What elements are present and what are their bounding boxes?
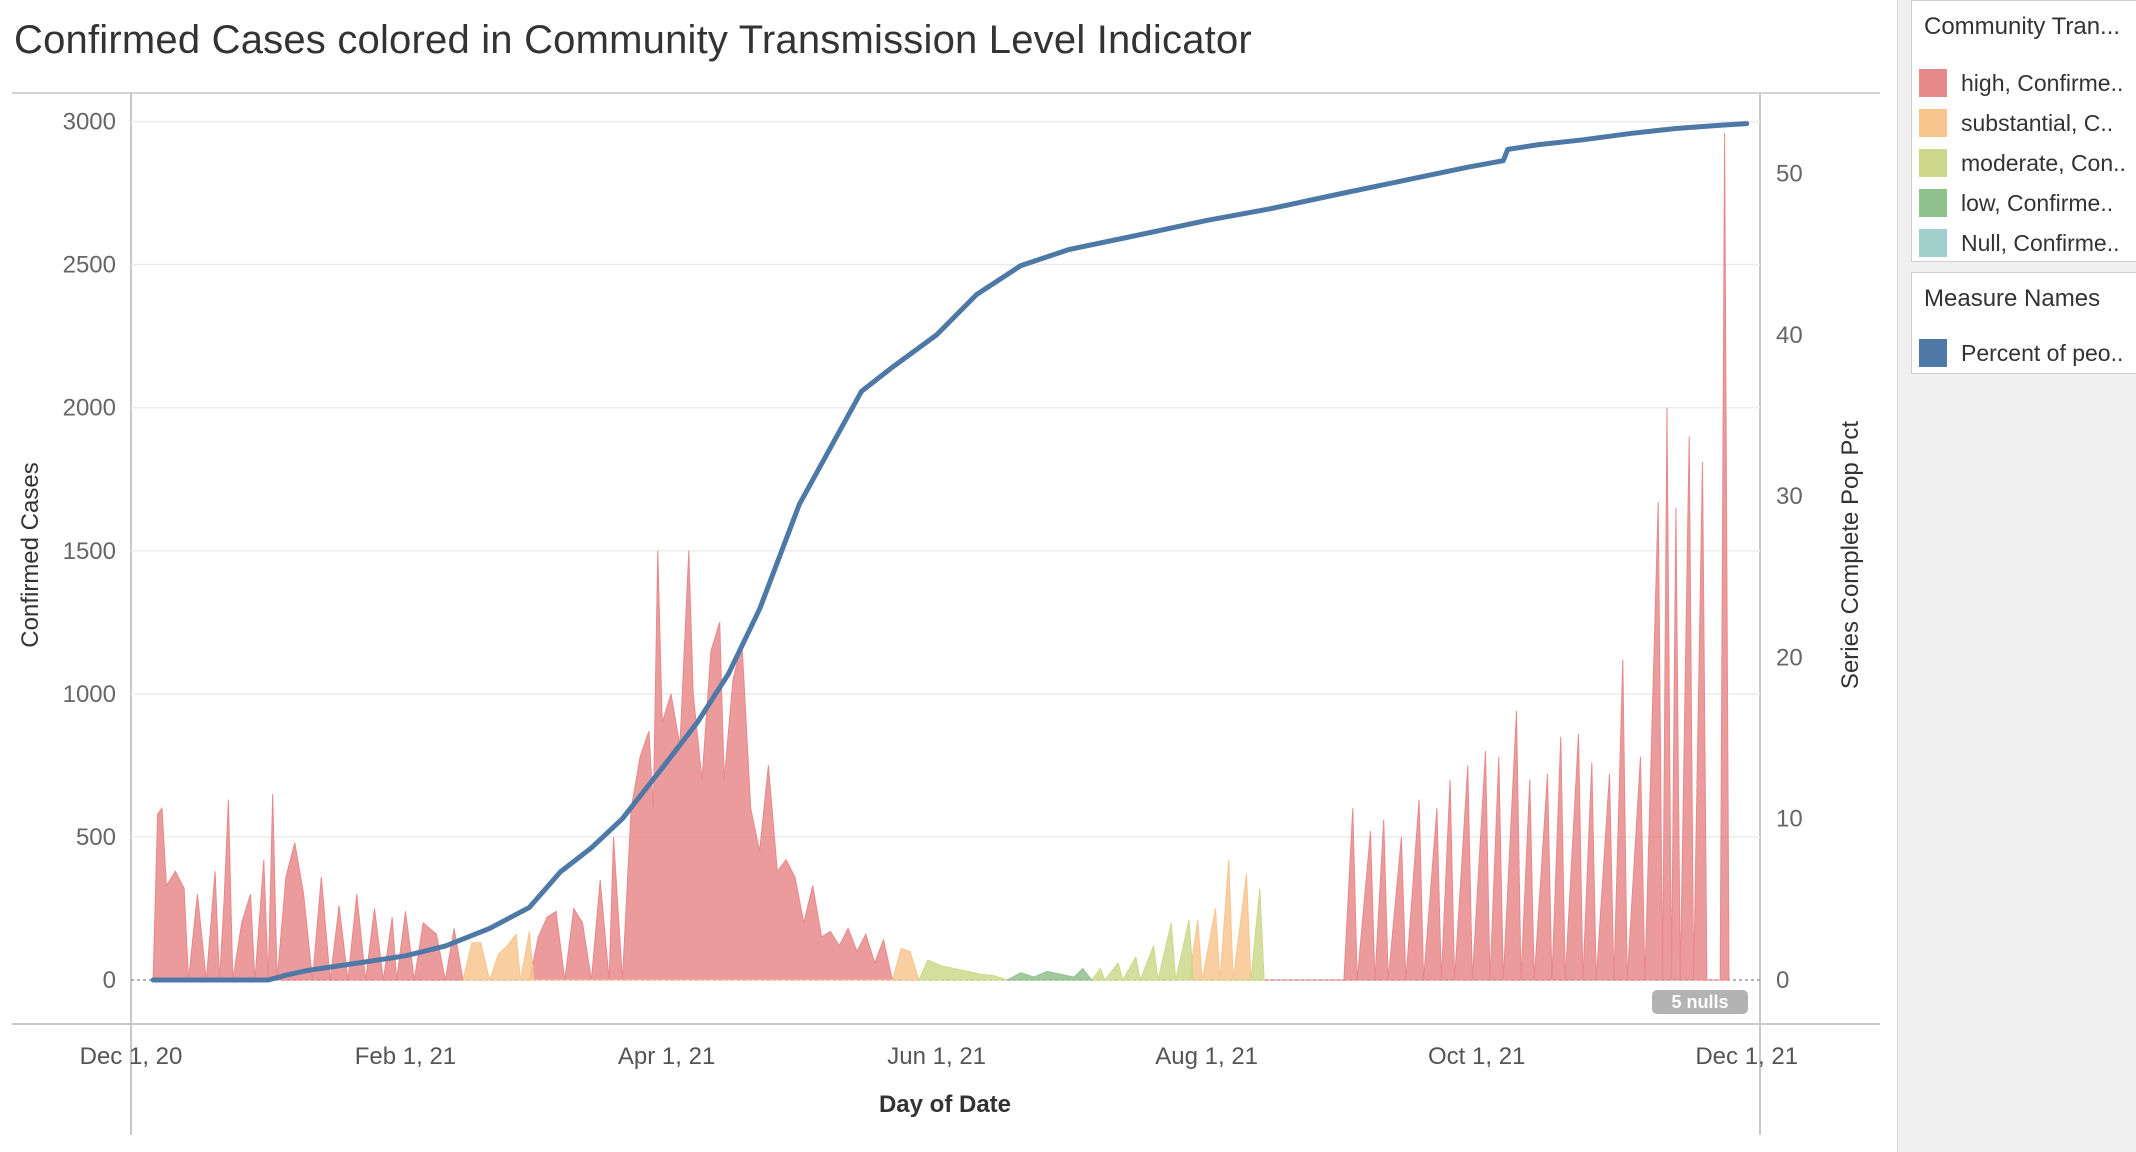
legend-title: Community Tran...	[1924, 13, 2121, 40]
y-tick-label: 2500	[63, 252, 116, 279]
legend-item-low[interactable]: low, Confirme..	[1912, 183, 2136, 223]
nulls-indicator[interactable]: 5 nulls	[1652, 990, 1748, 1014]
y2-tick-label: 0	[1776, 967, 1789, 994]
area-series-low	[1007, 967, 1093, 981]
line-series-percent	[150, 121, 1750, 983]
x-tick-label: Jun 1, 21	[887, 1043, 986, 1070]
legend-swatch	[1919, 149, 1947, 177]
chart-title: Confirmed Cases colored in Community Tra…	[14, 18, 1252, 62]
x-tick-label: Apr 1, 21	[618, 1043, 715, 1070]
x-axis-title: Day of Date	[879, 1091, 1011, 1118]
y2-tick-label: 20	[1776, 644, 1803, 671]
legend-label: Percent of peo..	[1961, 339, 2124, 366]
y2-tick-label: 50	[1776, 161, 1803, 188]
chart-canvas: 0 500 1000 1500 2000 2500 3000 0 10 20 30 40 50 Dec 1…	[12, 92, 1880, 1135]
legend-label: moderate, Con..	[1961, 149, 2126, 176]
legend-measure-names: Measure Names Percent of peo..	[1911, 272, 2136, 374]
legend-item-null[interactable]: Null, Confirme..	[1912, 223, 2136, 261]
x-tick-label: Dec 1, 21	[1695, 1043, 1798, 1070]
area-series-substantial	[462, 859, 1252, 982]
area-series-moderate	[918, 888, 1265, 982]
legend-swatch	[1919, 339, 1947, 367]
x-tick-label: Oct 1, 21	[1428, 1043, 1525, 1070]
legend-item-percent[interactable]: Percent of peo..	[1912, 333, 2136, 373]
area-series-high	[152, 133, 1730, 981]
legend-swatch	[1919, 229, 1947, 257]
y-tick-label: 3000	[63, 109, 116, 136]
x-tick-label: Aug 1, 21	[1155, 1043, 1258, 1070]
y-tick-label: 1500	[63, 538, 116, 565]
x-tick-label: Feb 1, 21	[355, 1043, 456, 1070]
x-tick-label: Dec 1, 20	[80, 1043, 183, 1070]
y2-tick-label: 10	[1776, 806, 1803, 833]
legend-swatch	[1919, 69, 1947, 97]
y-tick-label: 0	[103, 967, 116, 994]
y2-axis-title: Series Complete Pop Pct	[1837, 421, 1864, 689]
y2-tick-label: 40	[1776, 322, 1803, 349]
legend-title: Measure Names	[1924, 285, 2101, 312]
y2-tick-label: 30	[1776, 483, 1803, 510]
legend-swatch	[1919, 189, 1947, 217]
legend-community-transmission: Community Tran... high, Confirme.. subst…	[1911, 0, 2136, 262]
legend-label: low, Confirme..	[1961, 189, 2114, 216]
y-axis-title: Confirmed Cases	[17, 462, 44, 647]
legend-item-substantial[interactable]: substantial, C..	[1912, 103, 2136, 143]
y-tick-label: 500	[76, 824, 116, 851]
legend-swatch	[1919, 109, 1947, 137]
y-tick-label: 1000	[63, 681, 116, 708]
legend-item-high[interactable]: high, Confirme..	[1912, 63, 2136, 103]
legend-label: Null, Confirme..	[1961, 229, 2120, 256]
legend-label: high, Confirme..	[1961, 69, 2124, 96]
legend-label: substantial, C..	[1961, 109, 2114, 136]
legend-item-moderate[interactable]: moderate, Con..	[1912, 143, 2136, 183]
y-tick-label: 2000	[63, 395, 116, 422]
